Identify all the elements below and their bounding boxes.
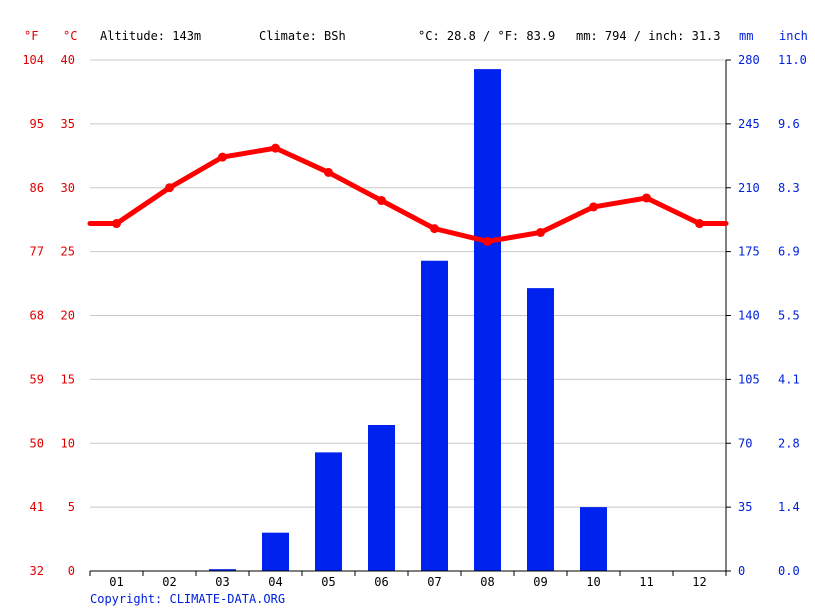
temperature-series-line (87, 145, 729, 244)
average-temperature-label: °C: 28.8 / °F: 83.9 (418, 29, 555, 43)
precipitation-bar (421, 260, 448, 571)
inch-tick-label: 6.9 (778, 245, 800, 259)
x-tick-label: 09 (533, 575, 547, 589)
total-precipitation-label: mm: 794 / inch: 31.3 (576, 29, 721, 43)
inch-tick-label: 2.8 (778, 436, 800, 450)
mm-tick-label: 210 (738, 181, 760, 195)
mm-tick-label: 105 (738, 372, 760, 386)
temperature-point (271, 143, 280, 153)
precipitation-bars (209, 69, 607, 571)
mm-tick-label: 245 (738, 117, 760, 131)
value-tick-labels: 1049586776859504132403530252015105028024… (22, 53, 807, 578)
celsius-tick-label: 10 (61, 436, 75, 450)
mm-tick-label: 0 (738, 564, 745, 578)
inch-tick-label: 0.0 (778, 564, 800, 578)
precipitation-bar (580, 507, 607, 571)
x-tick-label: 01 (109, 575, 123, 589)
mm-tick-label: 35 (738, 500, 752, 514)
temperature-point (377, 196, 386, 206)
fahrenheit-tick-label: 59 (30, 372, 44, 386)
copyright-link[interactable]: Copyright: CLIMATE-DATA.ORG (90, 592, 285, 606)
climate-label: Climate: BSh (259, 29, 346, 43)
mm-tick-label: 280 (738, 53, 760, 67)
precipitation-bar (262, 532, 289, 571)
unit-mm-label: mm (739, 29, 753, 43)
fahrenheit-tick-label: 41 (30, 500, 44, 514)
celsius-tick-label: 25 (61, 245, 75, 259)
fahrenheit-tick-label: 50 (30, 436, 44, 450)
temperature-point (112, 219, 121, 229)
precipitation-bar (527, 288, 554, 571)
x-tick-label: 11 (639, 575, 653, 589)
temperature-point (218, 152, 227, 162)
celsius-tick-label: 35 (61, 117, 75, 131)
temperature-point (165, 183, 174, 193)
x-tick-label: 08 (480, 575, 494, 589)
temperature-line (87, 143, 729, 246)
x-tick-label: 05 (321, 575, 335, 589)
precipitation-bar (368, 425, 395, 571)
x-tick-label: 07 (427, 575, 441, 589)
month-tick-labels: 01 02 03 04 05 06 07 08 09 10 11 12 (109, 575, 706, 589)
inch-tick-label: 1.4 (778, 500, 800, 514)
inch-tick-label: 11.0 (778, 53, 807, 67)
celsius-tick-label: 0 (68, 564, 75, 578)
fahrenheit-tick-label: 77 (30, 245, 44, 259)
celsius-tick-label: 30 (61, 181, 75, 195)
temperature-point (695, 219, 704, 229)
x-tick-label: 03 (215, 575, 229, 589)
temperature-point (324, 167, 333, 177)
temperature-point (642, 193, 651, 203)
chart-axes (89, 59, 731, 576)
altitude-label: Altitude: 143m (100, 29, 201, 43)
precipitation-bar (209, 569, 236, 571)
mm-tick-label: 140 (738, 309, 760, 323)
mm-tick-label: 175 (738, 245, 760, 259)
temperature-point (589, 202, 598, 212)
unit-fahrenheit-label: °F (24, 29, 38, 43)
x-tick-label: 02 (162, 575, 176, 589)
x-tick-label: 04 (268, 575, 282, 589)
inch-tick-label: 9.6 (778, 117, 800, 131)
celsius-tick-label: 20 (61, 309, 75, 323)
mm-tick-label: 70 (738, 436, 752, 450)
inch-tick-label: 5.5 (778, 309, 800, 323)
temperature-point (483, 236, 492, 246)
x-tick-label: 10 (586, 575, 600, 589)
x-tick-label: 12 (692, 575, 706, 589)
grid-lines (90, 59, 726, 572)
temperature-point (430, 224, 439, 234)
celsius-tick-label: 15 (61, 372, 75, 386)
precipitation-bar (315, 452, 342, 571)
fahrenheit-tick-label: 104 (22, 53, 44, 67)
inch-tick-label: 8.3 (778, 181, 800, 195)
precipitation-bar (474, 69, 501, 571)
celsius-tick-label: 5 (68, 500, 75, 514)
fahrenheit-tick-label: 32 (30, 564, 44, 578)
fahrenheit-tick-label: 86 (30, 181, 44, 195)
fahrenheit-tick-label: 68 (30, 309, 44, 323)
inch-tick-label: 4.1 (778, 372, 800, 386)
temperature-point (536, 227, 545, 237)
x-tick-label: 06 (374, 575, 388, 589)
fahrenheit-tick-label: 95 (30, 117, 44, 131)
unit-celsius-label: °C (63, 29, 77, 43)
celsius-tick-label: 40 (61, 53, 75, 67)
unit-inch-label: inch (779, 29, 808, 43)
